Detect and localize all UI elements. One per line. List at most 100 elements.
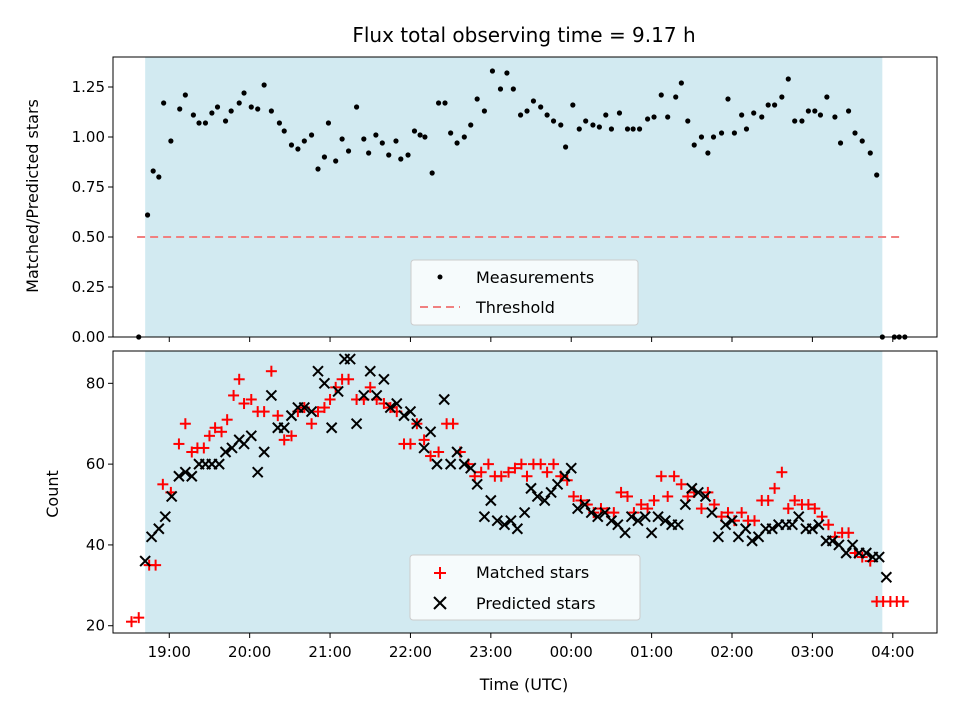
y-tick-label: 0.00 bbox=[72, 328, 105, 346]
predicted-star-point bbox=[258, 446, 270, 458]
x-tick-label: 21:00 bbox=[308, 643, 351, 661]
measurement-point bbox=[448, 130, 454, 136]
measurement-point bbox=[241, 90, 247, 96]
measurement-point bbox=[832, 114, 838, 120]
predicted-star-point bbox=[592, 510, 604, 523]
legend-box-bottom bbox=[409, 554, 641, 621]
predicted-star-point bbox=[679, 498, 692, 511]
matched-star-point bbox=[233, 373, 245, 385]
measurement-point bbox=[530, 98, 537, 104]
matched-star-point bbox=[521, 470, 533, 482]
predicted-star-point bbox=[350, 418, 363, 430]
measurement-point bbox=[236, 100, 242, 106]
measurement-point bbox=[603, 112, 609, 118]
measurement-point bbox=[481, 108, 488, 114]
x-tick-label: 20:00 bbox=[228, 643, 271, 661]
measurement-point bbox=[196, 120, 202, 126]
matched-star-point bbox=[509, 462, 521, 474]
measurement-point bbox=[248, 104, 254, 110]
measurement-point bbox=[379, 140, 385, 146]
count-panel: Count Time (UTC) 20 40 60 80 19:00 20:00 21:0… bbox=[43, 350, 938, 694]
predicted-star-point bbox=[391, 397, 403, 410]
predicted-star-point bbox=[491, 514, 503, 527]
predicted-star-point bbox=[411, 418, 423, 430]
predicted-star-point bbox=[179, 466, 192, 478]
matched-star-point bbox=[425, 450, 437, 462]
measurement-point bbox=[859, 138, 865, 144]
measurement-point bbox=[325, 120, 332, 126]
matched-star-point bbox=[209, 422, 221, 434]
measurement-point bbox=[468, 122, 474, 128]
x-axis-ticks-top bbox=[168, 337, 894, 342]
matched-star-point bbox=[216, 426, 228, 438]
matched-star-point bbox=[179, 418, 191, 430]
measurement-point bbox=[636, 126, 643, 132]
measurement-point bbox=[373, 132, 379, 138]
measurement-point bbox=[386, 152, 392, 158]
matched-star-point bbox=[447, 418, 459, 430]
measurement-point bbox=[517, 112, 524, 118]
measurement-point bbox=[333, 158, 339, 164]
measurement-point bbox=[718, 130, 725, 136]
measurement-point bbox=[558, 122, 564, 128]
matched-star-point bbox=[655, 470, 667, 482]
matched-star-point bbox=[708, 499, 720, 511]
measurement-point bbox=[454, 140, 460, 146]
predicted-star-point bbox=[538, 494, 551, 507]
legend-label-threshold: Threshold bbox=[475, 298, 555, 317]
measurement-point bbox=[308, 132, 315, 138]
matched-star-point bbox=[668, 470, 680, 482]
predicted-star-point bbox=[746, 535, 758, 547]
predicted-star-point bbox=[579, 498, 591, 511]
matched-star-point bbox=[125, 616, 137, 628]
legend-marker-measurements bbox=[437, 274, 443, 280]
measurement-point bbox=[576, 126, 582, 132]
measurement-point bbox=[393, 138, 399, 144]
plot-frame-bottom bbox=[112, 350, 938, 634]
predicted-star-point bbox=[498, 519, 511, 531]
predicted-star-point bbox=[645, 527, 658, 539]
measurement-point bbox=[616, 110, 623, 116]
predicted-star-point bbox=[625, 510, 638, 523]
measurement-point bbox=[698, 134, 705, 140]
measurement-point bbox=[570, 102, 576, 108]
predicted-star-point bbox=[840, 547, 852, 559]
x-tick-label: 19:00 bbox=[148, 643, 191, 661]
measurement-point bbox=[544, 112, 550, 118]
matched-star-point bbox=[897, 595, 909, 607]
measurement-point bbox=[691, 142, 697, 148]
measurement-point bbox=[725, 96, 731, 102]
predicted-star-point bbox=[766, 523, 778, 535]
matched-star-point bbox=[186, 446, 198, 458]
matched-star-point bbox=[568, 490, 580, 502]
measurement-point bbox=[590, 122, 596, 128]
measurement-point bbox=[705, 150, 711, 156]
predicted-star-point bbox=[686, 482, 698, 495]
y-tick-label: 0.25 bbox=[72, 278, 105, 296]
matched-star-point bbox=[418, 434, 430, 446]
predicted-star-point bbox=[251, 466, 264, 478]
predicted-star-point bbox=[478, 510, 491, 523]
matched-star-point bbox=[133, 612, 145, 624]
matched-star-point bbox=[364, 381, 376, 393]
measurement-point bbox=[214, 104, 221, 110]
measurement-point bbox=[812, 108, 818, 114]
x-tick-label: 04:00 bbox=[871, 643, 914, 661]
y-tick-label: 1.00 bbox=[72, 128, 105, 146]
measurement-point bbox=[630, 126, 636, 132]
predicted-star-point bbox=[438, 393, 450, 406]
predicted-star-point bbox=[318, 377, 331, 390]
matched-star-point bbox=[662, 490, 674, 502]
measurement-point bbox=[202, 120, 209, 126]
measurement-point bbox=[845, 108, 852, 114]
matched-star-point bbox=[621, 490, 633, 502]
matched-star-point bbox=[150, 559, 162, 571]
measurement-point bbox=[538, 104, 544, 110]
predicted-star-point bbox=[165, 490, 178, 503]
matched-star-point bbox=[548, 458, 560, 470]
predicted-star-point bbox=[880, 571, 893, 583]
matched-star-point bbox=[265, 365, 277, 377]
y-tick-label: 0.50 bbox=[72, 228, 105, 246]
measurement-point bbox=[366, 150, 372, 156]
